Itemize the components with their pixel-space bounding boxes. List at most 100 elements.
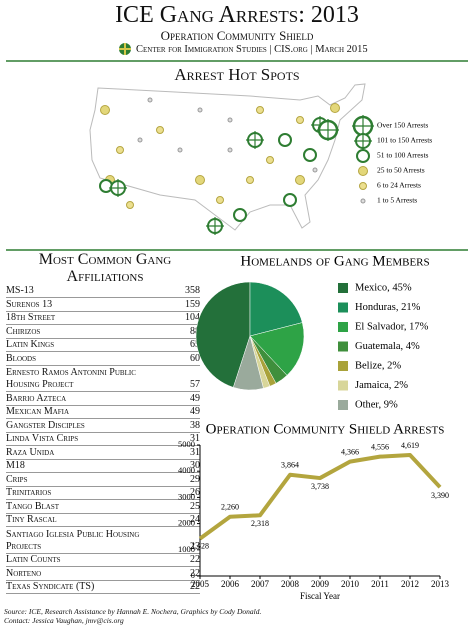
- gang: Chirizos: [6, 325, 41, 337]
- count: 31: [190, 433, 200, 444]
- gang: MS-13: [6, 285, 34, 296]
- count: 22: [190, 554, 200, 565]
- gang: Ernesto Ramos Antonini Public Housing Pr…: [6, 367, 136, 390]
- count: 57: [190, 379, 200, 390]
- table-row: Chirizos 88: [6, 325, 200, 339]
- count: 22: [190, 581, 200, 592]
- legend-label: Honduras, 21%: [355, 302, 421, 313]
- data-label: 3,864: [281, 461, 299, 470]
- pie-slice: [249, 335, 277, 387]
- table-row: Linda Vista Crips 31: [6, 432, 200, 446]
- chart-title: Operation Community Shield Arrests: [206, 421, 445, 437]
- table-row: Barrio Azteca 49: [6, 392, 200, 406]
- table-row: Tiny Rascal 24: [6, 513, 200, 527]
- map-dot: [246, 176, 254, 184]
- count: 65: [190, 339, 200, 350]
- table-row: MS-13 358: [6, 284, 200, 298]
- table-row: Surenos 13 159: [6, 298, 200, 312]
- legend-swatch: [338, 361, 348, 371]
- count: 25: [190, 500, 200, 512]
- map-dot: [330, 103, 340, 113]
- x-tick-label: 2007: [251, 579, 270, 589]
- x-tick-label: 2009: [311, 579, 330, 589]
- map-dot: [283, 193, 297, 207]
- map-dot: [311, 116, 329, 134]
- us-map: [89, 83, 366, 231]
- count: 49: [190, 392, 200, 404]
- map-legend-label: 1 to 5 Arrests: [377, 196, 417, 205]
- map-dot: [105, 175, 115, 185]
- map-dot: [137, 137, 143, 143]
- x-tick-label: 2012: [401, 579, 419, 589]
- pie-slice: [249, 322, 305, 376]
- gang: Trinitarios: [6, 487, 52, 498]
- map-dot: [227, 117, 233, 123]
- map-dot: [317, 119, 339, 141]
- legend-swatch: [338, 380, 348, 391]
- count: 24: [190, 514, 200, 525]
- map-dot: [312, 117, 328, 133]
- legend-label: El Salvador, 17%: [355, 321, 429, 332]
- table-row: Bloods 60: [6, 352, 200, 366]
- table-row: Tango Blast 25: [6, 500, 200, 514]
- table-row: Latin Kings 65: [6, 338, 200, 352]
- gang: Tiny Rascal: [6, 514, 57, 525]
- table-row: Trinitarios 26: [6, 486, 200, 500]
- legend-label: Jamaica, 2%: [355, 380, 408, 391]
- legend-swatch: [338, 302, 348, 313]
- x-tick-label: 2010: [341, 579, 360, 589]
- subtitle: Operation Community Shield: [160, 28, 314, 43]
- map-dot: [147, 97, 153, 103]
- data-label: 3,390: [431, 491, 449, 500]
- gang: Mexican Mafia: [6, 406, 70, 417]
- table-row: Crips 29: [6, 473, 200, 487]
- table-row: 18th Street 104: [6, 311, 200, 325]
- x-tick-label: 2011: [371, 579, 389, 589]
- credit: Center for Immigration Studies | CIS.org…: [136, 44, 368, 55]
- map-dot: [126, 201, 134, 209]
- footer: Source: ICE, Research Assistance by Hann…: [4, 607, 261, 625]
- map-dot: [207, 218, 223, 234]
- logo: [119, 43, 131, 55]
- gang: Crips: [6, 473, 28, 485]
- gang: Gangster Disciples: [6, 419, 85, 431]
- x-tick-label: 2013: [431, 579, 450, 589]
- map-dot: [355, 133, 371, 149]
- table-title: Most Common Gang Affiliations: [38, 251, 172, 285]
- map-dot: [177, 147, 183, 153]
- table-row: Raza Unida 31: [6, 446, 200, 460]
- legend-swatch: [338, 341, 348, 352]
- count: 38: [190, 419, 200, 431]
- x-tick-label: 2006: [221, 579, 240, 589]
- pie-slice: [232, 335, 264, 391]
- gang: Texas Syndicate (TS): [6, 581, 95, 592]
- table-row: Santiago Iglesia Public Housing Projects…: [6, 527, 200, 554]
- gang: Latin Counts: [6, 554, 61, 565]
- count: 104: [185, 312, 200, 323]
- pie-slice: [249, 335, 288, 384]
- legend-label: Guatemala, 4%: [355, 341, 420, 352]
- count: 29: [190, 473, 200, 485]
- count: 358: [185, 285, 200, 296]
- map-legend-label: Over 150 Arrests: [377, 121, 428, 130]
- gang: Santiago Iglesia Public Housing Projects: [6, 528, 140, 552]
- count: 49: [190, 406, 200, 417]
- map-dot: [99, 179, 113, 193]
- map-legend-label: 6 to 24 Arrests: [377, 181, 421, 190]
- map-dot: [100, 105, 110, 115]
- gang: M18: [6, 460, 25, 471]
- map-dot: [266, 156, 274, 164]
- map-dot: [358, 166, 368, 176]
- legend-label: Belize, 2%: [355, 360, 401, 371]
- source: Source: ICE, Research Assistance by Hann…: [4, 607, 262, 616]
- map-dot: [206, 217, 224, 235]
- contact: Contact: Jessica Vaughan, jmv@cis.org: [4, 616, 124, 625]
- map-dot: [197, 107, 203, 113]
- x-tick-label: 2008: [281, 579, 300, 589]
- map-dot: [109, 179, 127, 197]
- map-dot: [356, 149, 370, 163]
- table-row: Texas Syndicate (TS) 22: [6, 580, 200, 594]
- gang: Barrio Azteca: [6, 392, 67, 404]
- map-dot: [110, 180, 126, 196]
